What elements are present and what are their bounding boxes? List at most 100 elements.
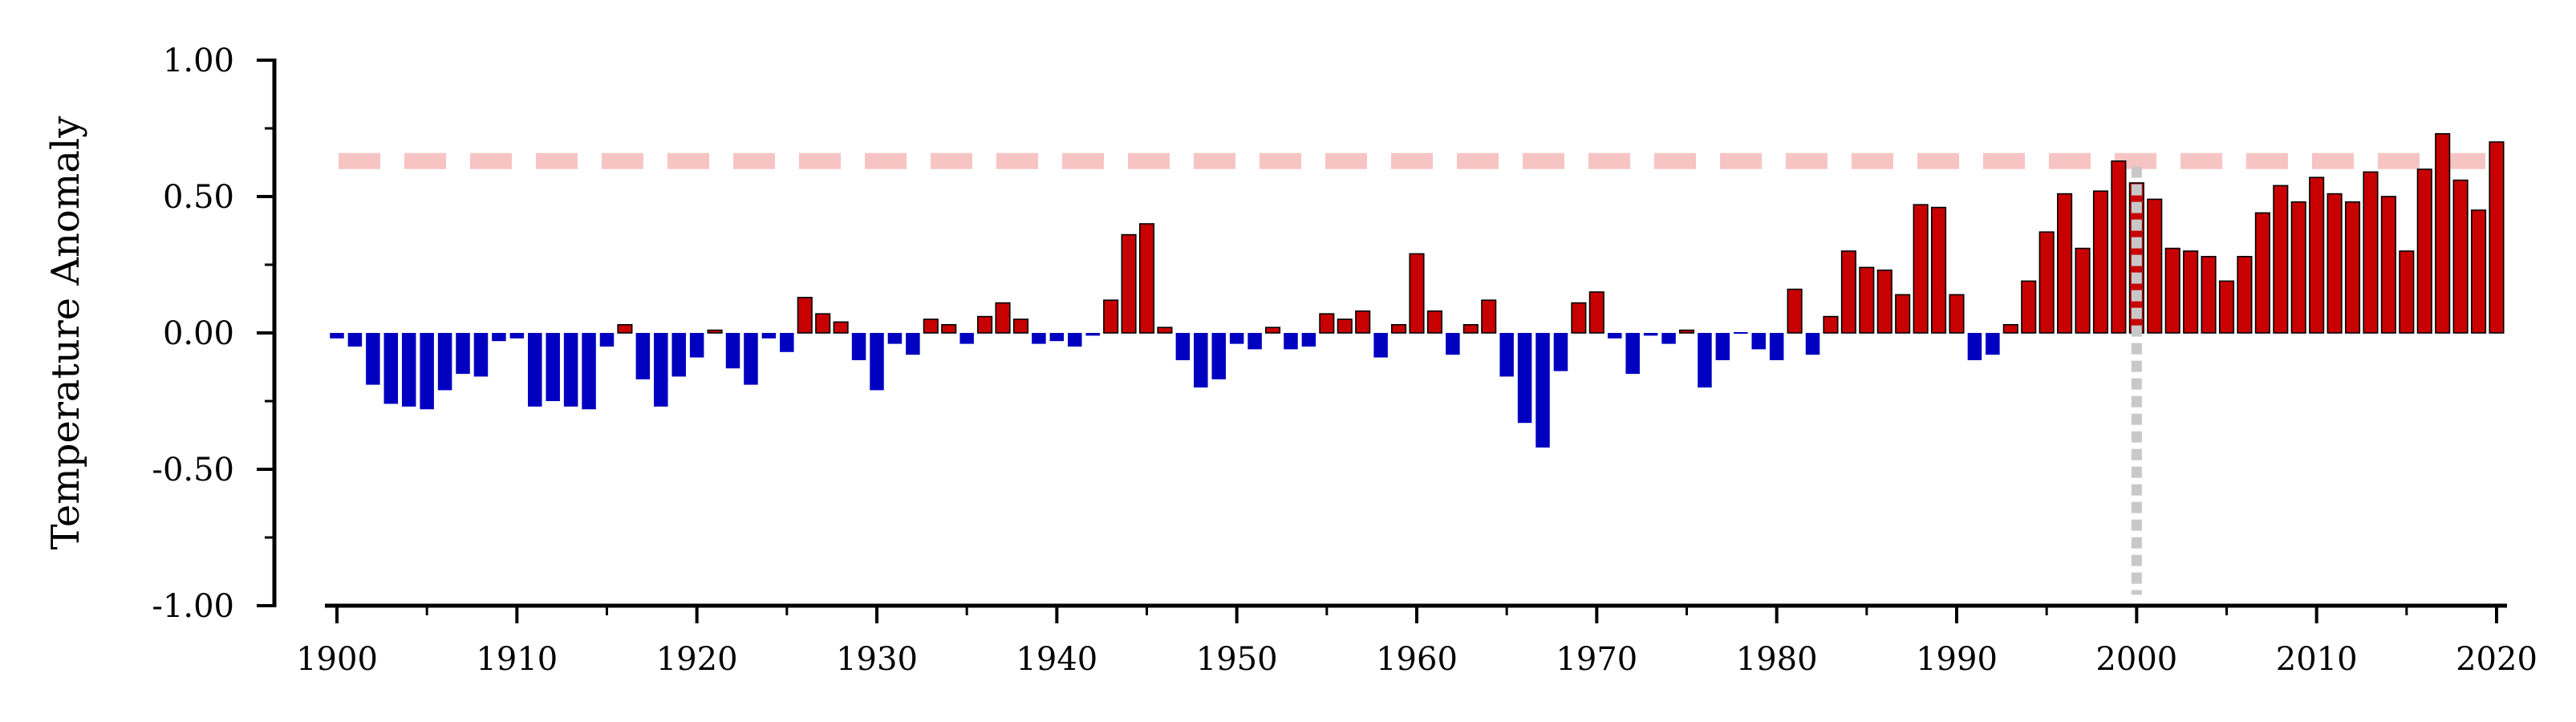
bar-1990 xyxy=(1949,294,1965,334)
bar-1908 xyxy=(473,333,489,377)
bar-1985 xyxy=(1859,266,1875,334)
bar-1969 xyxy=(1571,302,1587,334)
bar-1984 xyxy=(1840,250,1856,334)
bar-1921 xyxy=(707,329,723,334)
bar-1929 xyxy=(851,333,866,360)
bar-2016 xyxy=(2416,168,2432,334)
y-tick-label: -0.50 xyxy=(152,452,234,489)
bar-1957 xyxy=(1355,310,1371,334)
bar-1911 xyxy=(528,333,542,407)
bar-1975 xyxy=(1678,329,1695,334)
bar-1944 xyxy=(1121,233,1137,334)
bar-1992 xyxy=(1986,333,2000,355)
bar-1923 xyxy=(744,333,758,385)
bar-1939 xyxy=(1032,333,1046,344)
x-tick-label: 1900 xyxy=(296,641,378,678)
bar-2017 xyxy=(2435,133,2451,334)
bar-1900 xyxy=(330,333,344,339)
bar-1943 xyxy=(1103,299,1119,334)
bar-1946 xyxy=(1157,327,1173,334)
axes-group: 1.00 0.50 0.00 -0.50 -1.00 1900 1910 1920 1930 19… xyxy=(152,43,2537,678)
x-tick-label: 2010 xyxy=(2276,641,2358,678)
bar-1987 xyxy=(1895,294,1911,334)
bars-group xyxy=(330,133,2505,448)
bar-2012 xyxy=(2344,201,2361,334)
bar-1964 xyxy=(1481,299,1497,334)
bar-1976 xyxy=(1698,333,1712,387)
bar-2020 xyxy=(2489,141,2505,334)
bar-1954 xyxy=(1301,333,1316,347)
bar-1920 xyxy=(689,333,704,358)
bar-1903 xyxy=(383,333,399,404)
bar-1912 xyxy=(546,333,560,401)
bar-1961 xyxy=(1426,310,1442,334)
bar-1917 xyxy=(635,333,651,379)
bar-1926 xyxy=(797,296,813,334)
bar-1999 xyxy=(2111,160,2127,334)
bar-1955 xyxy=(1319,313,1335,334)
bar-1913 xyxy=(563,333,578,407)
bar-1902 xyxy=(366,333,380,385)
bar-1978 xyxy=(1734,332,1748,334)
bar-2013 xyxy=(2363,171,2379,334)
bar-1991 xyxy=(1967,333,1982,360)
bar-1956 xyxy=(1337,318,1353,334)
y-tick-label: 0.50 xyxy=(163,179,234,216)
bar-1930 xyxy=(870,333,884,391)
bar-1942 xyxy=(1085,333,1100,336)
x-tick-label: 1960 xyxy=(1376,641,1458,678)
bar-2019 xyxy=(2471,209,2487,334)
bar-2005 xyxy=(2218,280,2235,334)
bar-1918 xyxy=(654,333,668,407)
bar-1927 xyxy=(815,313,831,334)
bar-1959 xyxy=(1391,323,1407,334)
bar-1952 xyxy=(1264,327,1281,334)
bar-1940 xyxy=(1049,333,1065,342)
bar-1910 xyxy=(509,333,525,339)
bar-1970 xyxy=(1588,291,1604,334)
x-tick-label: 1950 xyxy=(1196,641,1278,678)
bar-1998 xyxy=(2092,190,2109,334)
bar-2014 xyxy=(2380,196,2396,334)
bar-1941 xyxy=(1068,333,1082,347)
bar-1906 xyxy=(437,333,452,391)
bar-1951 xyxy=(1247,333,1262,350)
y-tick-label: 0.00 xyxy=(163,315,234,352)
bar-1950 xyxy=(1229,333,1244,344)
bar-1967 xyxy=(1535,333,1550,448)
bar-1925 xyxy=(780,333,794,352)
bar-1972 xyxy=(1625,333,1640,374)
bar-1982 xyxy=(1805,333,1820,355)
bar-1965 xyxy=(1499,333,1514,377)
bar-1936 xyxy=(977,315,993,334)
bar-1948 xyxy=(1194,333,1208,387)
x-tick-label: 1980 xyxy=(1736,641,1818,678)
bar-2018 xyxy=(2452,179,2468,334)
bar-2010 xyxy=(2309,176,2325,334)
bar-1922 xyxy=(725,333,740,369)
bar-1988 xyxy=(1913,204,1929,334)
bar-1995 xyxy=(2038,231,2055,334)
bar-2002 xyxy=(2164,247,2180,334)
bar-1966 xyxy=(1517,333,1532,424)
bar-1979 xyxy=(1751,333,1766,350)
bar-1980 xyxy=(1769,333,1784,360)
y-tick-label: -1.00 xyxy=(152,588,234,625)
bar-1996 xyxy=(2057,193,2073,334)
bar-2008 xyxy=(2273,185,2289,334)
bar-1916 xyxy=(617,323,633,334)
bar-1933 xyxy=(923,318,939,334)
bar-1993 xyxy=(2002,323,2018,334)
bar-1901 xyxy=(347,333,363,347)
bar-1909 xyxy=(492,333,506,342)
bar-2009 xyxy=(2290,201,2306,334)
x-tick-label: 1940 xyxy=(1016,641,1097,678)
bar-2006 xyxy=(2237,255,2253,334)
bar-1963 xyxy=(1462,323,1479,334)
bar-1962 xyxy=(1446,333,1460,355)
bar-1994 xyxy=(2021,280,2037,334)
bar-1974 xyxy=(1661,333,1676,344)
bar-1971 xyxy=(1608,333,1622,339)
bar-1949 xyxy=(1211,333,1226,379)
bar-1958 xyxy=(1373,333,1388,358)
